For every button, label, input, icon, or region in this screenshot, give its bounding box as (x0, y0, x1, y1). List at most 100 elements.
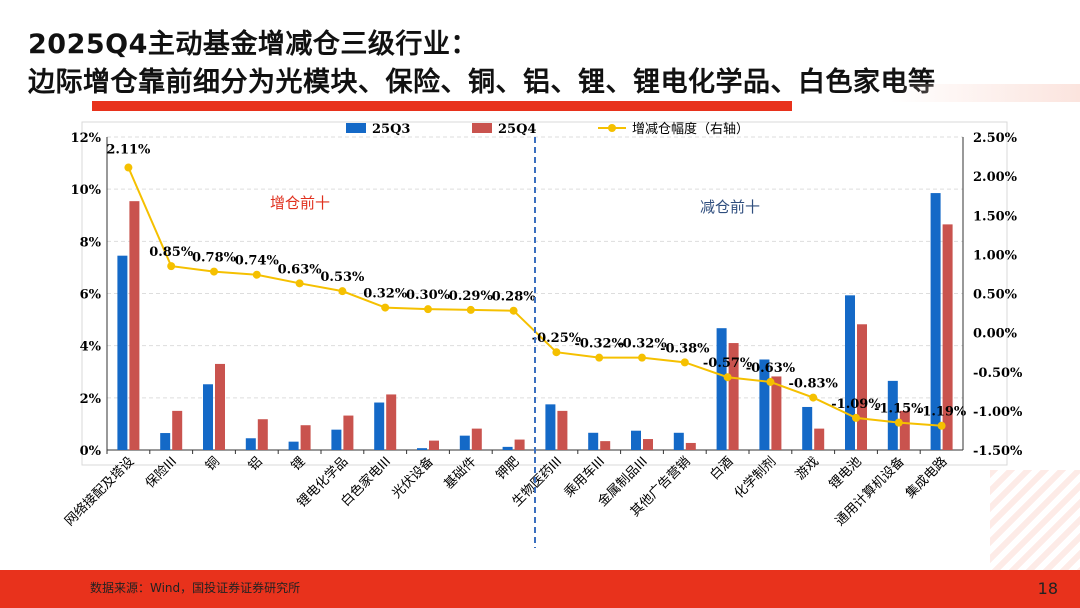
line-point (894, 418, 903, 427)
line-point (466, 305, 475, 314)
bar-25q4 (514, 439, 525, 450)
line-point (809, 393, 818, 402)
bar-25q3 (802, 406, 813, 450)
bar-25q4 (899, 410, 910, 450)
x-tick-label: 白酒 (707, 454, 737, 484)
bar-25q3 (502, 446, 513, 450)
y-right-tick-label: 1.00% (973, 248, 1018, 263)
bar-25q3 (203, 384, 213, 450)
line-point (638, 353, 646, 362)
x-tick-label: 光伏设备 (389, 454, 437, 502)
bar-25q3 (673, 432, 684, 450)
annotation-decrease: 减仓前十 (700, 198, 760, 216)
line-data-label: 0.29% (449, 289, 494, 304)
bar-25q3 (117, 255, 128, 450)
line-data-label: -0.57% (703, 356, 753, 371)
page-number: 18 (1037, 579, 1058, 598)
x-tick-label: 锂 (289, 454, 309, 474)
x-tick-label: 基础件 (441, 454, 479, 492)
y-right-tick-label: -1.00% (973, 405, 1023, 420)
bar-25q4 (386, 394, 397, 450)
y-right-tick-label: 0.00% (973, 327, 1018, 342)
x-tick-label: 铝 (246, 454, 266, 474)
bar-25q4 (300, 425, 311, 450)
legend-swatch-25q4 (472, 123, 492, 133)
bar-25q4 (215, 363, 225, 450)
bar-25q4 (172, 410, 183, 450)
bar-25q3 (331, 429, 342, 450)
bar-25q3 (545, 404, 556, 450)
bar-25q3 (845, 295, 855, 450)
line-point (552, 348, 561, 357)
bar-25q3 (288, 441, 299, 450)
y-left-tick-label: 8% (80, 235, 102, 250)
line-data-label: -0.25% (532, 331, 582, 346)
chart-frame (81, 121, 1008, 466)
bar-25q4 (942, 224, 953, 450)
y-right-tick-label: 0.50% (973, 288, 1018, 303)
line-data-label: 0.30% (406, 288, 451, 303)
y-left-tick-label: 10% (71, 183, 102, 198)
line-data-label: 0.32% (363, 287, 408, 302)
bar-25q3 (759, 359, 770, 450)
line-point (338, 287, 347, 296)
bar-25q3 (887, 380, 898, 450)
y-right-tick-label: 1.50% (973, 209, 1018, 224)
line-point (509, 306, 518, 315)
x-tick-label: 锂电池 (827, 454, 865, 492)
source-note: 数据来源：Wind，国投证券证券研究所 (90, 581, 301, 595)
line-data-label: 2.11% (106, 143, 151, 158)
bar-25q3 (459, 435, 470, 450)
x-tick-label: 游戏 (793, 454, 822, 483)
bar-25q4 (771, 376, 782, 450)
bar-25q3 (716, 328, 727, 450)
line-point (424, 305, 432, 314)
line-data-label: -0.32% (574, 337, 624, 352)
bar-25q3 (588, 432, 599, 450)
y-left-tick-label: 6% (80, 288, 102, 303)
bar-25q4 (557, 410, 568, 450)
line-point (381, 303, 390, 312)
legend-swatch-25q3 (346, 123, 366, 133)
bar-25q3 (160, 433, 171, 450)
bar-25q3 (374, 402, 385, 450)
bar-25q4 (600, 441, 611, 450)
bar-25q4 (857, 324, 867, 450)
title-underline (92, 101, 792, 111)
line-data-label: 0.74% (235, 254, 280, 269)
line-data-label: 0.28% (492, 290, 537, 305)
line-point (766, 377, 775, 386)
line-data-label: -0.83% (788, 377, 838, 392)
bar-25q4 (257, 419, 268, 450)
line-point (252, 270, 261, 279)
bar-25q4 (728, 343, 739, 450)
legend-label-25q4: 25Q4 (498, 122, 536, 137)
line-data-label: -0.63% (746, 361, 796, 376)
line-point (210, 267, 218, 276)
line-point (595, 353, 604, 362)
line-data-label: -1.15% (874, 402, 924, 417)
x-tick-label: 化学制剂 (731, 454, 779, 502)
y-right-tick-label: 2.00% (973, 170, 1018, 185)
bar-25q4 (343, 415, 354, 450)
x-tick-label: 保险III (143, 454, 180, 491)
line-point (124, 163, 133, 172)
line-point (937, 421, 946, 430)
line-data-label: 0.78% (192, 251, 237, 266)
y-left-tick-label: 0% (80, 444, 102, 459)
line-point (167, 262, 176, 271)
bar-25q4 (643, 439, 653, 450)
bar-25q4 (685, 442, 696, 450)
bar-25q4 (814, 428, 825, 450)
y-left-tick-label: 12% (71, 131, 102, 146)
legend-label-25q3: 25Q3 (372, 122, 410, 137)
page-title-line2: 边际增仓靠前细分为光模块、保险、铜、铝、锂、锂电化学品、白色家电等 (28, 67, 936, 98)
line-point (852, 413, 860, 422)
annotation-increase: 增仓前十 (270, 194, 330, 212)
x-tick-label: 铜 (203, 454, 223, 474)
y-left-tick-label: 4% (80, 340, 102, 355)
bar-25q3 (930, 193, 941, 450)
line-data-label: 0.63% (278, 262, 323, 277)
legend-label-line: 增减仓幅度（右轴） (632, 121, 749, 137)
